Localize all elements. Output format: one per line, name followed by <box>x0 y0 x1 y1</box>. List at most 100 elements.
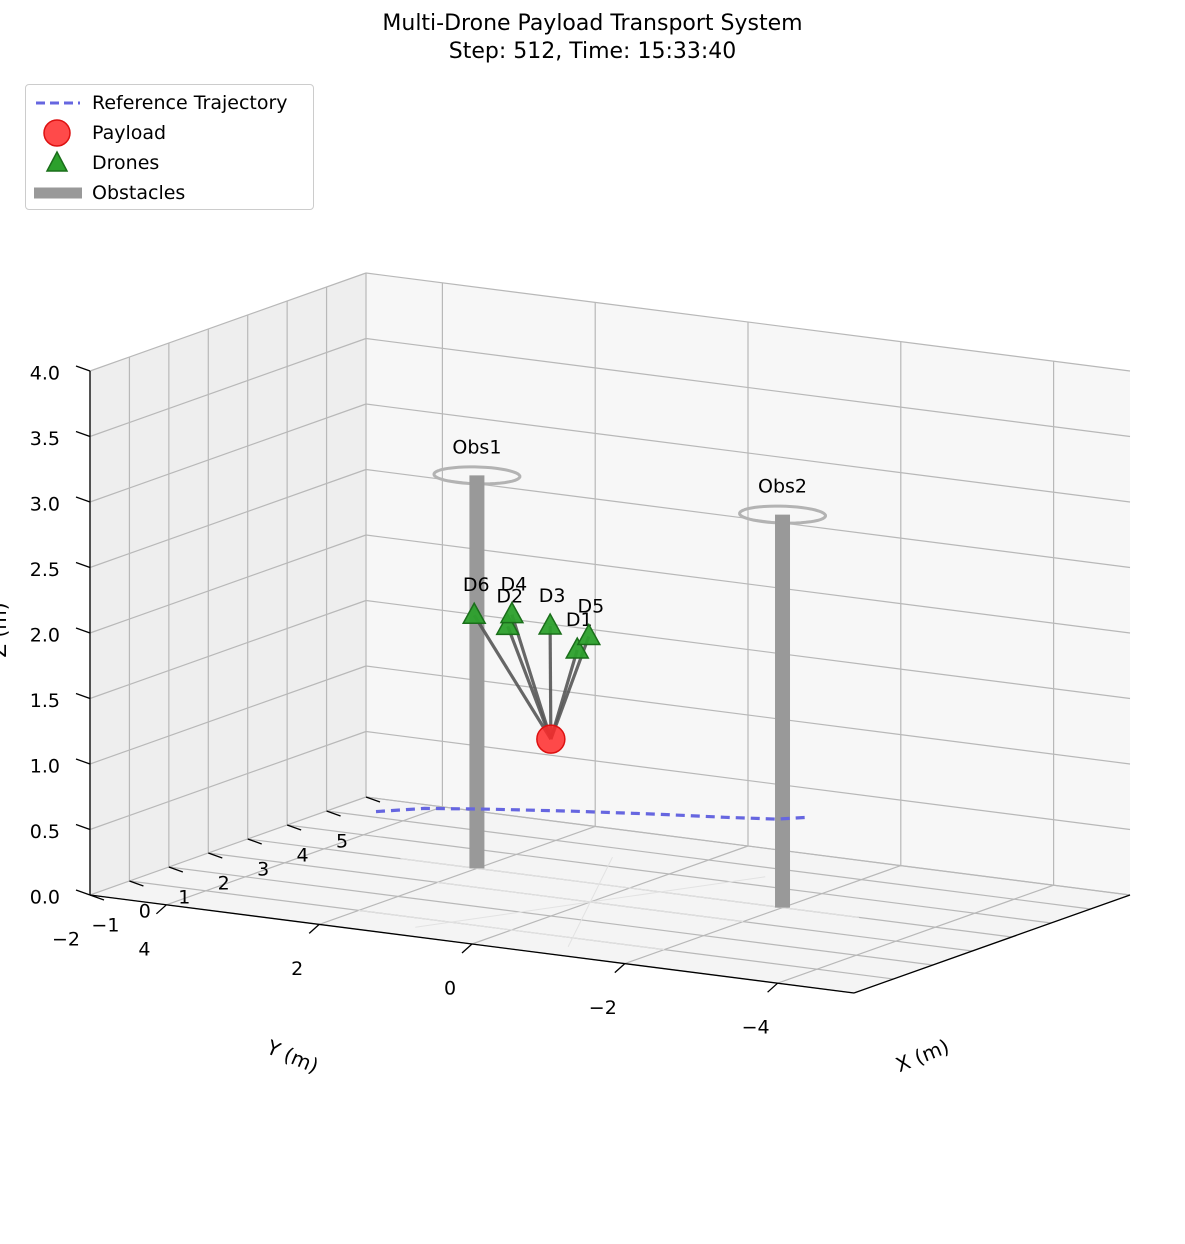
y-tick-label: 1 <box>178 887 190 909</box>
cable-line <box>472 614 553 740</box>
y-tick-label: 0 <box>139 901 151 923</box>
z-tick-mark <box>75 758 91 765</box>
drone-marker <box>499 601 525 624</box>
drone-label: D3 <box>539 585 566 607</box>
z-tick-label: 3.5 <box>30 428 60 450</box>
wall-grid-z <box>89 337 367 438</box>
legend-label-drones: Drones <box>92 152 160 174</box>
z-tick-mark <box>75 823 91 831</box>
y-tick-mark <box>208 852 223 859</box>
floor-shadow-line <box>358 909 665 951</box>
legend-circle-icon <box>43 119 71 147</box>
y-tick-label: 3 <box>257 859 269 881</box>
x-tick-label: 2 <box>291 958 303 980</box>
y-tick-mark <box>168 866 184 873</box>
legend-dashed-line-icon <box>36 101 80 105</box>
drone-marker <box>461 601 487 624</box>
z-tick-mark <box>75 430 91 438</box>
chart-title-block: Multi-Drone Payload Transport System Ste… <box>0 10 1185 66</box>
drone-label: D4 <box>501 574 528 596</box>
x-tick-label: −2 <box>589 997 617 1019</box>
z-tick-mark <box>75 692 91 700</box>
floor-shadow-line <box>437 881 744 923</box>
tick-labels: 4 2 0 −2 −4 −2 −1 0 1 2 3 4 5 0.0 0.5 1.0 1.5 2.0 2.5 3.0 3.… <box>30 363 779 1039</box>
z-tick-label: 3.0 <box>30 494 60 516</box>
wall-grid-z <box>89 599 367 700</box>
y-axis-label: Y (m) <box>262 1035 322 1078</box>
y-tick-label: −1 <box>91 915 119 937</box>
legend-item-payload: Payload <box>26 118 313 148</box>
z-tick-label: 1.0 <box>30 756 60 778</box>
y-tick-label: −2 <box>52 929 80 951</box>
legend-item-drones: Drones <box>26 148 313 178</box>
drone-marker <box>495 612 520 636</box>
obstacle-ring <box>738 504 828 525</box>
legend-label-payload: Payload <box>92 122 167 144</box>
z-tick-mark <box>75 496 91 503</box>
x-tick-label: −4 <box>742 1017 770 1039</box>
legend-item-trajectory: Reference Trajectory <box>26 88 313 118</box>
x-tick-mark <box>767 982 779 993</box>
y-tick-mark <box>326 810 341 817</box>
z-tick-mark <box>75 889 91 896</box>
y-tick-label: 2 <box>218 873 230 895</box>
z-tick-label: 2.5 <box>30 559 60 581</box>
wall-grid-z <box>365 337 1131 438</box>
obstacle-ring <box>432 465 522 486</box>
z-tick-mark <box>75 627 91 634</box>
z-axis-label: Z (m) <box>0 602 11 657</box>
wall-grid-z <box>89 403 367 503</box>
drone-marker <box>537 612 563 635</box>
drone-marker <box>576 622 602 646</box>
wall-grid-z <box>365 272 1131 372</box>
wall-grid-z <box>89 272 367 372</box>
wall-grid-z <box>89 730 367 831</box>
x-tick-mark <box>614 963 626 974</box>
legend-bar-icon <box>34 187 82 199</box>
x-axis-line <box>853 894 1131 994</box>
cable-line <box>548 626 553 740</box>
x-axis-label: X (m) <box>892 1034 952 1077</box>
floor-grid-y <box>326 810 1091 910</box>
wall-grid-z <box>365 730 1131 831</box>
wall-grid-z <box>365 665 1131 765</box>
legend-label-obstacles: Obstacles <box>92 182 186 204</box>
wall-grid-z <box>365 796 1131 896</box>
chart-title: Multi-Drone Payload Transport System <box>382 11 803 36</box>
z-tick-label: 0.5 <box>30 821 60 843</box>
y-tick-mark <box>129 880 144 887</box>
wall-grid-z <box>365 599 1131 700</box>
cable-line <box>510 614 553 740</box>
drone-label: D6 <box>463 574 490 596</box>
legend-item-obstacles: Obstacles <box>26 178 313 208</box>
legend-label-trajectory: Reference Trajectory <box>92 92 288 114</box>
drone-marker <box>564 636 590 659</box>
floor-grid-x <box>471 845 749 945</box>
payload-marker <box>536 724 566 754</box>
floor-grid-y <box>287 824 1052 924</box>
y-tick-label: 5 <box>336 831 348 853</box>
z-tick-label: 2.0 <box>30 625 60 647</box>
z-tick-label: 4.0 <box>30 363 60 385</box>
x-tick-label: 0 <box>444 978 456 1000</box>
wall-grid-z <box>365 534 1131 634</box>
y-tick-mark <box>365 796 381 803</box>
legend: Reference Trajectory Payload Drones Obst… <box>25 84 314 210</box>
x-tick-mark <box>155 904 167 915</box>
z-tick-label: 0.0 <box>30 887 60 909</box>
drone-label: D2 <box>496 585 523 607</box>
drone-label: D1 <box>566 609 593 631</box>
floor-grid-x <box>777 884 1054 984</box>
plot-content: Obs1 Obs2 D1 D2 D3 D4 D5 D6 <box>375 436 828 908</box>
y-tick-mark <box>286 824 302 831</box>
obstacle-label: Obs1 <box>452 436 501 458</box>
legend-triangle-icon <box>45 150 69 172</box>
floor-grid-y <box>168 866 933 966</box>
floor-grid-x <box>318 825 596 925</box>
reference-trajectory-line <box>375 806 808 821</box>
wall-grid-z <box>89 534 367 634</box>
x-tick-mark <box>461 943 473 954</box>
z-tick-mark <box>75 561 91 569</box>
chart-subtitle: Step: 512, Time: 15:33:40 <box>448 39 737 64</box>
